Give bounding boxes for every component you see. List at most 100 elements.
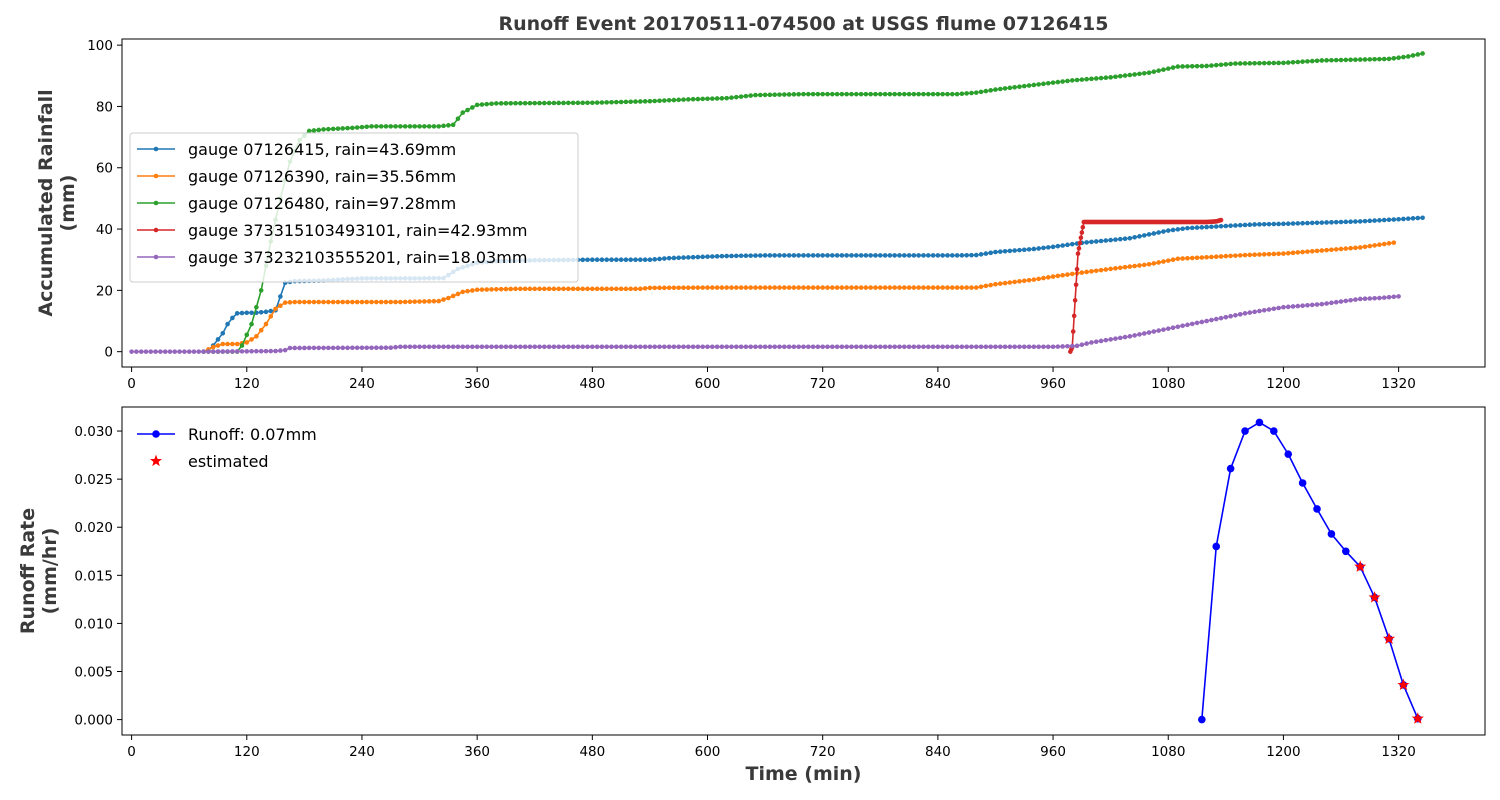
rainfall-data-point [1386,56,1392,62]
rainfall-data-point [623,344,629,350]
rainfall-data-point [1329,300,1334,306]
rainfall-data-point [868,285,873,290]
rainfall-data-point [1156,328,1161,333]
rainfall-data-point [647,285,653,291]
rainfall-data-point [633,286,638,292]
rainfall-data-point [1372,218,1377,223]
runoff-x-tick-label: 840 [925,744,951,760]
rainfall-data-point [897,91,902,97]
rainfall-data-point [906,344,912,350]
rainfall-data-point [383,299,389,305]
runoff-data-point [1313,505,1321,513]
rainfall-data-point [882,253,888,258]
runoff-legend: Runoff: 0.07mm estimated [137,425,317,471]
rainfall-data-point [743,344,749,350]
rainfall-data-point [1333,219,1339,225]
rainfall-data-point [676,344,682,350]
rainfall-data-point [354,345,360,351]
rainfall-data-point [954,285,960,290]
rainfall-data-point [340,126,346,131]
rainfall-data-point [786,253,792,258]
rainfall-data-point [1141,331,1147,336]
rainfall-data-point [302,299,307,305]
rainfall-data-point [1113,266,1118,271]
rainfall-data-point [1189,63,1195,69]
rainfall-data-point [1252,252,1257,258]
rainfall-data-point [782,253,787,258]
rainfall-data-point [585,100,590,106]
rainfall-data-point [978,252,984,257]
rainfall-data-point [1108,337,1113,342]
rainfall-data-point [988,344,993,350]
rainfall-data-point [767,92,773,98]
rainfall-data-point [714,96,720,101]
rainfall-data-point [1247,61,1253,66]
rainfall-data-point [729,95,734,100]
rainfall-data-point [1151,231,1157,236]
rainfall-data-point [1319,58,1325,63]
rainfall-data-point [1122,73,1128,78]
rainfall-data-point [1156,230,1161,235]
rainfall-data-point [426,344,432,350]
rainfall-data-point [1141,233,1147,238]
rainfall-data-point [460,344,466,350]
rainfall-data-point [877,91,883,97]
rainfall-data-point [921,91,926,97]
rainfall-data-point [758,92,763,98]
rainfall-data-point [1194,320,1200,326]
rainfall-data-point [1357,296,1363,302]
rainfall-data-point [1132,72,1137,77]
runoff-y-tick-label: 0.005 [74,665,113,681]
rainfall-data-point [921,253,926,258]
rainfall-x-tick-label: 0 [127,376,136,392]
rainfall-data-point [882,91,888,97]
rainfall-data-point [777,92,782,97]
rainfall-data-point [1007,344,1013,350]
rainfall-data-point [1309,248,1315,254]
rainfall-data-point [1266,221,1272,227]
rainfall-data-point [844,285,849,290]
rainfall-data-point [479,287,485,292]
rainfall-data-point [542,344,547,350]
runoff-data-point [1342,547,1350,556]
rainfall-data-point [1194,255,1200,261]
rainfall-data-point [1401,216,1406,222]
rainfall-data-point [590,257,595,263]
rainfall-data-point [738,344,744,350]
rainfall-data-point [925,285,931,290]
rainfall-data-point [158,349,163,354]
rainfall-data-point [1396,55,1401,60]
rainfall-data-point [1343,298,1349,304]
rainfall-data-point [993,344,998,350]
rainfall-data-point [508,286,514,292]
rainfall-data-point [244,349,250,354]
rainfall-data-point [503,286,509,292]
rainfall-data-point [801,253,806,258]
rainfall-data-point [474,287,480,293]
rainfall-data-point [724,344,730,350]
rainfall-data-point [566,344,571,350]
rainfall-x-tick-label: 1200 [1266,376,1300,392]
rainfall-data-point [1410,53,1416,58]
rainfall-data-point [829,91,835,97]
runoff-estimated-point [1411,712,1424,724]
rainfall-data-point [782,285,787,290]
rainfall-data-point [450,122,456,128]
runoff-data-point [1212,542,1221,551]
rainfall-y-tick-label: 80 [96,99,113,115]
rainfall-data-point [777,253,782,258]
rainfall-data-point [470,105,475,110]
rainfall-data-point [734,253,739,259]
rainfall-data-point [1072,298,1078,303]
rainfall-data-point [1098,75,1104,81]
rainfall-data-point [1367,218,1373,224]
rainfall-y-tick-label: 100 [87,38,113,54]
rainfall-data-point [498,101,504,106]
rainfall-data-point [1036,246,1041,251]
rainfall-data-point [1266,60,1272,66]
rainfall-data-point [834,285,840,290]
rainfall-data-point [767,285,773,290]
rainfall-data-point [1305,249,1310,254]
rainfall-chart: 0 120 240 360 480 600 720 840 960 1080 1200 1320 0 20… [35,13,1486,392]
rainfall-data-point [398,299,403,305]
